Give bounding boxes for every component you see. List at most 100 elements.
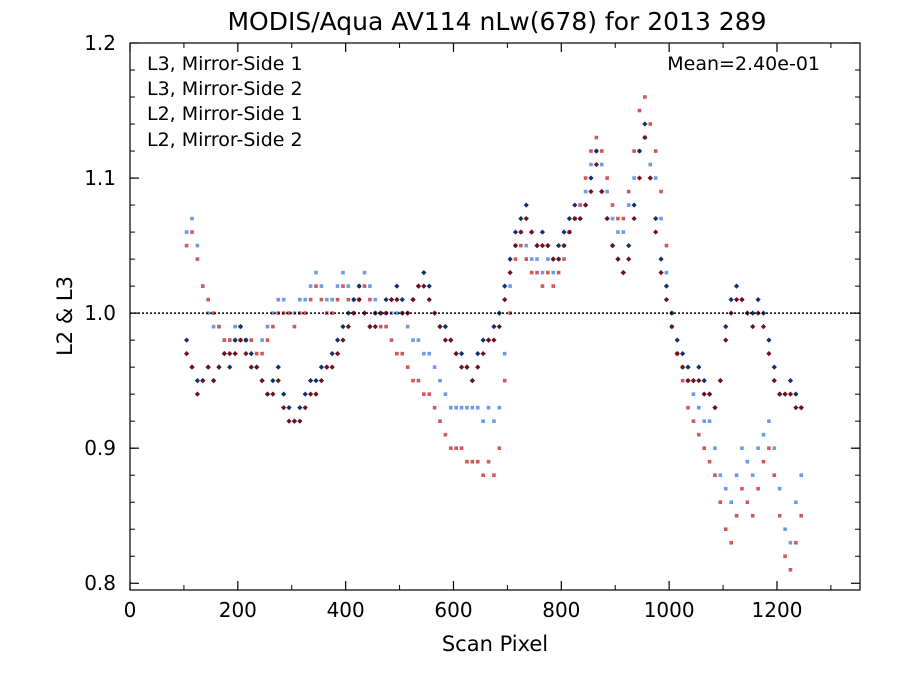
data-point [335, 284, 340, 288]
data-point [308, 297, 313, 302]
data-point [632, 149, 636, 153]
data-point [421, 270, 427, 276]
data-point [766, 351, 772, 357]
data-point [184, 337, 190, 343]
data-point [362, 270, 367, 275]
x-tick-label: 600 [434, 598, 472, 622]
data-point [334, 337, 341, 343]
data-point [750, 513, 755, 518]
data-point [755, 297, 761, 303]
data-point [658, 270, 664, 276]
data-point [233, 324, 237, 329]
data-point [539, 229, 546, 235]
data-point [491, 324, 497, 330]
data-point [346, 284, 351, 288]
data-point [787, 391, 794, 397]
data-point [292, 324, 297, 329]
data-point [427, 351, 432, 356]
data-point [389, 338, 394, 342]
data-point [637, 108, 642, 113]
y-axis-label: L2 & L3 [53, 276, 77, 356]
data-point [405, 324, 410, 329]
data-point [492, 473, 496, 477]
data-point [454, 446, 458, 450]
data-point [663, 283, 670, 289]
data-point [631, 215, 637, 222]
data-point [458, 351, 465, 357]
data-point [740, 446, 744, 450]
data-point [653, 229, 659, 235]
data-point [685, 378, 691, 384]
data-point [469, 378, 475, 384]
data-point [211, 324, 216, 329]
data-point [502, 297, 508, 303]
data-point [190, 216, 194, 221]
data-point [691, 419, 696, 423]
data-point [626, 203, 631, 207]
data-point [308, 284, 313, 288]
data-point [453, 351, 459, 357]
data-point [237, 337, 244, 343]
data-point [718, 500, 723, 505]
data-point [620, 270, 626, 276]
data-point [465, 459, 469, 464]
data-point [259, 378, 265, 384]
data-point [546, 257, 550, 261]
data-point [373, 297, 378, 302]
data-point [658, 256, 664, 262]
data-point [771, 364, 777, 370]
data-point [297, 418, 303, 424]
data-point [426, 283, 432, 289]
data-point [345, 310, 351, 316]
data-point [356, 283, 362, 289]
data-point [643, 95, 647, 99]
data-point [566, 215, 573, 222]
data-point [734, 473, 739, 477]
data-point [756, 446, 760, 450]
data-point [799, 513, 804, 518]
data-point [388, 297, 395, 303]
data-point [609, 242, 616, 249]
data-point [723, 337, 729, 343]
data-point [523, 215, 529, 222]
data-point [260, 338, 264, 342]
data-point [438, 419, 442, 423]
data-point [260, 351, 264, 356]
data-point [415, 283, 422, 289]
legend-item-l3-ms2: L3, Mirror-Side 2 [147, 78, 303, 100]
data-point [745, 500, 750, 505]
data-point [383, 297, 389, 303]
data-point [513, 257, 518, 261]
data-point [346, 297, 351, 302]
data-point [329, 364, 335, 370]
data-point [298, 297, 302, 302]
data-point [340, 324, 346, 330]
data-point [691, 392, 696, 396]
data-point [442, 337, 448, 343]
data-point [210, 378, 217, 384]
data-point [291, 418, 298, 424]
data-point [442, 324, 448, 330]
data-points [184, 95, 804, 572]
data-point [410, 297, 416, 303]
y-tick-label: 0.9 [84, 436, 116, 460]
data-point [750, 473, 755, 477]
data-point [416, 378, 421, 383]
data-point [690, 378, 697, 384]
legend-item-l2-ms1: L2, Mirror-Side 1 [147, 103, 303, 125]
data-point [756, 486, 760, 491]
data-point [438, 378, 442, 383]
data-point [194, 378, 200, 384]
data-point [535, 270, 539, 275]
data-point [723, 324, 729, 330]
data-point [465, 405, 469, 410]
data-point [605, 176, 609, 180]
data-point [281, 297, 286, 302]
data-point [184, 351, 190, 357]
data-point [793, 391, 799, 397]
data-point [227, 364, 233, 370]
data-point [416, 338, 421, 342]
data-point [270, 391, 276, 397]
data-point [783, 554, 787, 559]
data-point [297, 405, 303, 411]
